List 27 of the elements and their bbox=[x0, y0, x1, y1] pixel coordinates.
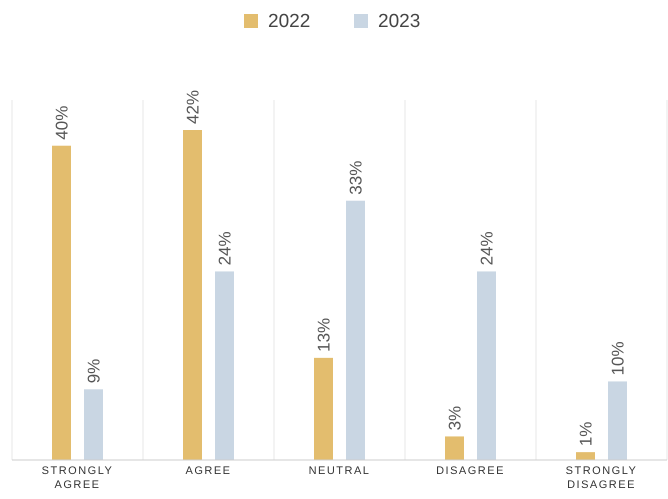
bar bbox=[346, 200, 365, 460]
x-tick-label: AGREE bbox=[185, 465, 232, 477]
bar bbox=[445, 436, 464, 460]
x-tick-label: NEUTRAL bbox=[308, 465, 370, 477]
bar bbox=[183, 130, 202, 460]
bar bbox=[608, 381, 627, 460]
data-label: 24% bbox=[216, 231, 234, 266]
data-label: 10% bbox=[608, 341, 628, 376]
data-label: 1% bbox=[576, 422, 596, 446]
bar bbox=[215, 271, 234, 460]
legend-label: 2023 bbox=[378, 11, 420, 32]
x-tick-label: STRONGLY AGREE bbox=[42, 465, 114, 491]
x-tick-label: STRONGLY DISAGREE bbox=[566, 465, 638, 491]
bar bbox=[84, 389, 103, 460]
data-label: 33% bbox=[346, 160, 366, 195]
bar bbox=[576, 452, 595, 460]
bar bbox=[477, 271, 496, 460]
data-label: 9% bbox=[84, 358, 104, 384]
data-label: 24% bbox=[478, 231, 496, 266]
data-label: 13% bbox=[314, 318, 334, 352]
data-label: 40% bbox=[52, 106, 72, 140]
legend-label: 2022 bbox=[268, 11, 310, 32]
x-tick-label: DISAGREE bbox=[436, 465, 505, 477]
bar bbox=[314, 358, 333, 460]
data-label: 3% bbox=[446, 406, 464, 430]
data-label: 42% bbox=[184, 90, 202, 124]
bar bbox=[52, 146, 71, 460]
